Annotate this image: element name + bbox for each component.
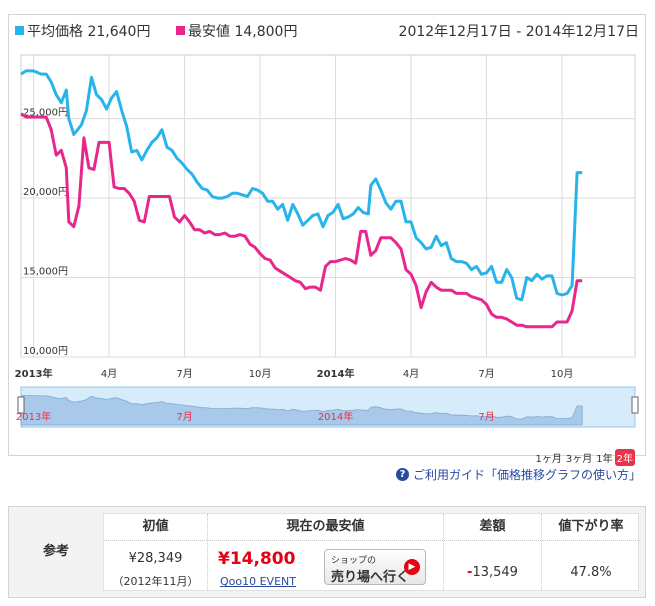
x-axis-ticks: 2013年 4月 7月 10月 2014年 4月 7月 10月 [15,367,574,380]
y-axis-ticks: 10,000円 15,000円 20,000円 25,000円 [23,108,68,357]
navigator-area [20,395,583,426]
difference-column: 差額 -13,549 [444,514,542,590]
x-tick-label: 2014年 [317,367,355,380]
plot-border [20,54,636,358]
navigator-label: 7月 [176,411,192,423]
lowest-price-shop-link[interactable]: Qoo10 EVENT [220,575,296,588]
range-button[interactable]: 3ヶ月 [565,454,593,465]
initial-price-value: ¥28,349 [128,551,183,566]
difference-header: 差額 [444,514,541,541]
reference-label: 参考 [42,544,69,559]
lowest-price-value: ¥14,800 [218,549,296,569]
difference-amount: 13,549 [472,565,518,580]
range-button[interactable]: 2年 [614,449,635,466]
x-tick-label: 7月 [478,368,494,380]
initial-price-column: 初値 ¥28,349 （2012年11月） [104,514,208,590]
x-tick-label: 7月 [176,368,192,380]
difference-sign: - [467,565,473,580]
go-to-shop-button[interactable]: ショップの 売り場へ行く ▶ [324,549,426,585]
navigator-label: 2013年 [16,410,51,423]
help-icon: ? [395,468,409,481]
shop-button-line2: 売り場へ行く [331,570,410,585]
price-summary: 参考 初値 ¥28,349 （2012年11月） 現在の最安値 ¥14,800 … [8,506,646,598]
difference-value: -13,549 [444,565,541,580]
price-chart: 平均価格 21,640円 最安値 14,800円 2012年12月17日 - 2… [15,24,639,428]
y-tick-label: 20,000円 [23,187,68,198]
range-navigator[interactable]: 2013年 7月 2014年 7月 [16,386,639,428]
navigator-labels: 2013年 7月 2014年 7月 [16,410,495,423]
series-lines [20,69,583,329]
summary-table: 初値 ¥28,349 （2012年11月） 現在の最安値 ¥14,800 Qoo… [103,513,640,591]
range-selector: 1ヶ月 3ヶ月 1年 2年 [534,449,635,466]
series-line-average [20,69,583,302]
x-tick-label: 4月 [403,368,419,380]
series-line-lowest [20,112,583,329]
play-arrow-icon: ▶ [404,559,420,575]
initial-price-date: （2012年11月） [112,575,199,588]
navigator-label: 2014年 [318,410,353,423]
y-tick-label: 15,000円 [23,267,68,278]
avg-legend-label: 平均価格 21,640円 [27,24,150,40]
min-legend-label: 最安値 14,800円 [188,24,297,40]
range-button[interactable]: 1ヶ月 [535,454,562,465]
drop-rate-value: 47.8% [570,565,612,580]
y-tick-label: 25,000円 [23,108,68,119]
range-button[interactable]: 1年 [596,454,613,465]
usage-guide-link[interactable]: ご利用ガイド「価格推移グラフの使い方」 [412,468,641,482]
y-tick-label: 10,000円 [23,346,68,357]
usage-guide: ? ご利用ガイド「価格推移グラフの使い方」 [395,466,641,483]
avg-legend-swatch [15,26,24,35]
drop-rate-header: 値下がり率 [542,514,640,541]
grid [20,54,636,358]
x-tick-label: 10月 [249,368,272,380]
navigator-left-handle[interactable] [17,396,25,414]
min-legend-swatch [176,26,185,35]
shop-button-line1: ショップの [331,556,377,566]
date-range: 2012年12月17日 - 2014年12月17日 [399,24,639,40]
lowest-price-header: 現在の最安値 [208,514,443,541]
lowest-price-column: 現在の最安値 ¥14,800 Qoo10 EVENT ショップの 売り場へ行く … [208,514,444,590]
x-tick-label: 10月 [551,368,574,380]
navigator-right-handle[interactable] [631,396,639,414]
x-tick-label: 2013年 [15,367,53,380]
x-tick-label: 4月 [101,368,117,380]
drop-rate-column: 値下がり率 47.8% [542,514,640,590]
navigator-label: 7月 [478,411,494,423]
initial-price-header: 初値 [104,514,207,541]
price-chart-frame: 平均価格 21,640円 最安値 14,800円 2012年12月17日 - 2… [8,14,646,466]
